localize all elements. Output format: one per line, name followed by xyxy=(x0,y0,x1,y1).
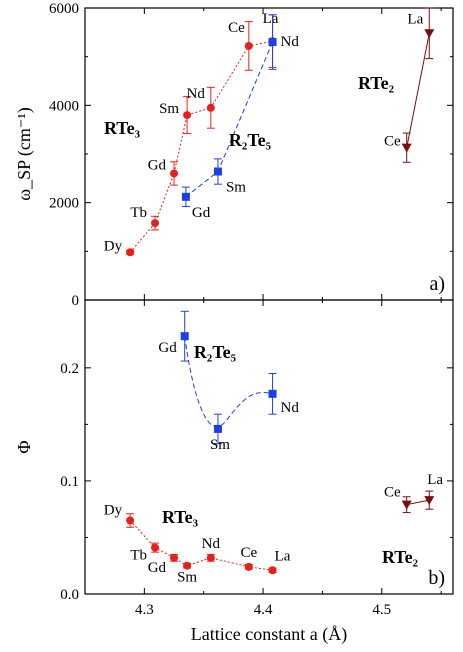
y-axis-label: ω_SP (cm⁻¹) xyxy=(14,107,35,201)
point-label: Tb xyxy=(130,548,147,564)
series-r2te5: Gd Sm Nd R₂Te₅ xyxy=(158,310,300,453)
data-point xyxy=(170,553,179,562)
point-label: Ce xyxy=(384,485,401,501)
group-label: R₂Te₅ xyxy=(194,342,236,362)
point-label: Gd xyxy=(192,205,211,221)
data-point xyxy=(151,543,160,552)
data-point xyxy=(180,332,189,341)
y-tick-label: 0.1 xyxy=(60,474,79,490)
group-label: R₂Te₅ xyxy=(229,130,271,150)
x-tick-label: 4.4 xyxy=(254,602,273,618)
point-label: Nd xyxy=(186,86,205,102)
series-rte2: Ce La RTe₂ xyxy=(382,472,443,567)
x-tick-label: 4.3 xyxy=(135,602,154,618)
data-point xyxy=(213,424,222,433)
data-point xyxy=(401,500,412,510)
y-axis-label: Φ xyxy=(14,440,34,453)
y-tick-label: 0.0 xyxy=(60,587,79,603)
point-label: Sm xyxy=(210,437,230,453)
point-label: Sm xyxy=(177,570,197,586)
data-point xyxy=(151,219,160,228)
series-curve xyxy=(185,41,274,198)
data-point xyxy=(206,103,215,112)
point-label: Ce xyxy=(384,134,401,150)
group-label: RTe₃ xyxy=(162,507,199,527)
series-rte3: Dy Tb Gd Sm Nd Ce La RTe₃ xyxy=(104,11,279,257)
point-label: Sm xyxy=(159,101,179,117)
series-r2te5: Gd Sm Nd R₂Te₅ xyxy=(181,14,300,221)
y-tick-label: 0 xyxy=(72,293,80,309)
y-tick-label: 6000 xyxy=(49,1,79,17)
group-label: RTe₃ xyxy=(104,118,141,138)
data-point xyxy=(268,566,277,575)
data-point xyxy=(181,192,190,201)
point-label: Gd xyxy=(148,157,167,173)
point-label: Nd xyxy=(202,536,221,552)
point-label: La xyxy=(427,472,443,488)
y-tick-label: 0.2 xyxy=(60,361,79,377)
data-point xyxy=(244,41,253,50)
point-label: Gd xyxy=(148,560,167,576)
data-point xyxy=(170,169,179,178)
panel-a: 0 2000 4000 6000 a) Dy Tb Gd Sm Nd Ce La RTe₃ Gd Sm Nd R… xyxy=(14,1,454,309)
point-label: La xyxy=(263,11,279,27)
group-label: RTe₂ xyxy=(358,73,394,93)
data-point xyxy=(206,553,215,562)
group-label: RTe₂ xyxy=(382,547,418,567)
series-rte2: Ce La RTe₂ xyxy=(358,7,435,163)
plot-frame xyxy=(84,299,454,595)
data-point xyxy=(126,248,135,257)
data-point xyxy=(268,38,277,47)
y-tick-label: 4000 xyxy=(49,98,79,114)
point-label: Dy xyxy=(104,238,123,254)
series-curve xyxy=(406,33,430,148)
point-label: Tb xyxy=(130,205,147,221)
data-point xyxy=(401,143,412,153)
panel-label: b) xyxy=(428,567,445,589)
y-tick-label: 2000 xyxy=(49,196,79,212)
data-point xyxy=(424,496,435,506)
plot-frame xyxy=(84,7,454,301)
x-axis-label: Lattice constant a (Å) xyxy=(191,624,347,645)
point-label: Nd xyxy=(281,400,300,416)
point-label: La xyxy=(275,548,291,564)
data-point xyxy=(268,389,277,398)
point-label: Nd xyxy=(281,34,300,50)
data-point xyxy=(183,561,192,570)
point-label: La xyxy=(407,11,423,27)
data-point xyxy=(244,562,253,571)
point-label: Ce xyxy=(240,545,257,561)
point-label: Gd xyxy=(158,340,177,356)
point-label: Ce xyxy=(228,20,245,36)
data-point xyxy=(424,29,435,39)
data-point xyxy=(213,167,222,176)
x-tick-label: 4.5 xyxy=(372,602,391,618)
point-label: Dy xyxy=(104,503,123,519)
data-point xyxy=(126,516,135,525)
panel-label: a) xyxy=(429,273,445,295)
point-label: Sm xyxy=(226,180,246,196)
data-point xyxy=(183,111,192,120)
